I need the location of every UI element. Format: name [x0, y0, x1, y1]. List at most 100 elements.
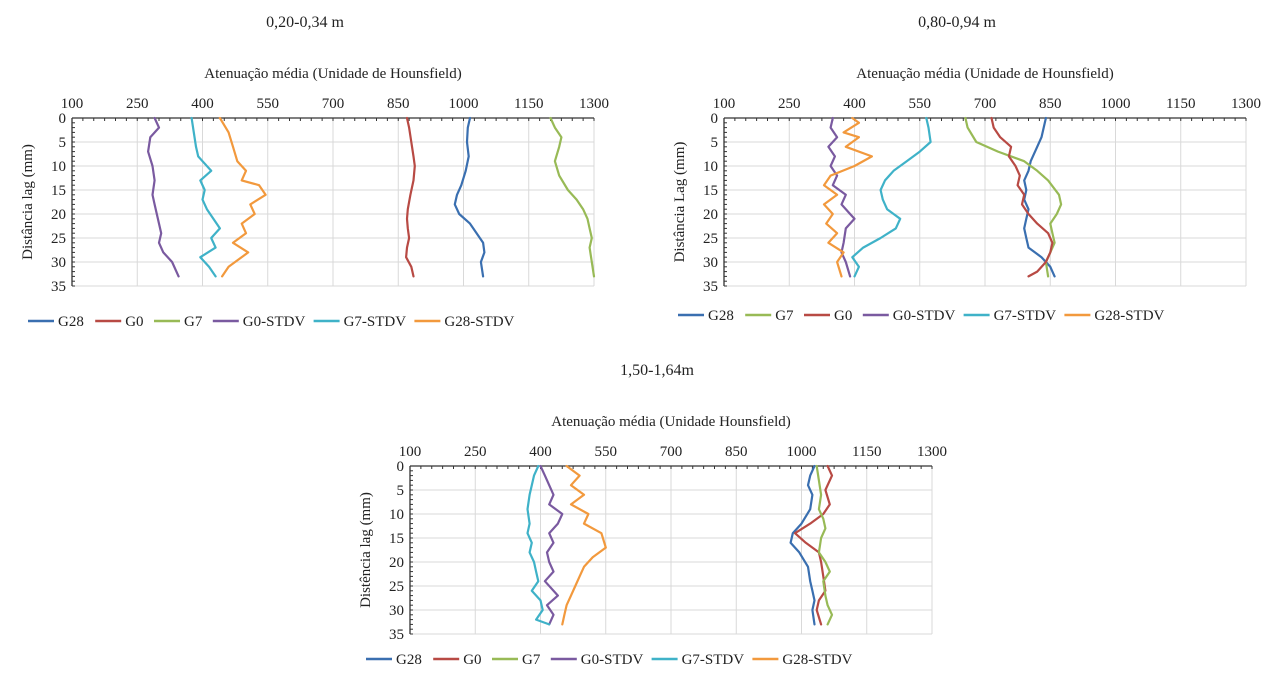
x-tick-label: 700: [974, 96, 997, 112]
legend-label-g0-stdv: G0-STDV: [581, 652, 644, 668]
x-tick-label: 850: [387, 96, 410, 112]
y-tick-label: 5: [59, 135, 67, 151]
x-tick-label: 100: [713, 96, 736, 112]
x-tick-label: 1000: [449, 96, 479, 112]
y-tick-label: 25: [703, 231, 718, 247]
y-tick-label: 30: [389, 603, 404, 619]
series-line-g7: [815, 464, 834, 626]
chart-panel-3-title: 1,50-1,64m: [620, 362, 694, 379]
x-tick-label: 400: [191, 96, 214, 112]
x-axis-title: Atenuação média (Unidade Hounsfield): [551, 414, 791, 430]
y-tick-label: 15: [703, 183, 718, 199]
series-line-g0: [990, 116, 1054, 278]
y-tick-label: 0: [59, 111, 67, 127]
legend-label-g0: G0: [125, 314, 143, 330]
legend-label-g0-stdv: G0-STDV: [243, 314, 306, 330]
y-axis-title: Distância Lag (mm): [672, 142, 688, 263]
chart-panel-1: 100 250 400 550 700 850 1000 1150 1300 0 5 10 15 20 25…: [20, 66, 609, 330]
x-tick-label: 250: [126, 96, 149, 112]
chart-panel-2-title: 0,80-0,94 m: [918, 14, 996, 31]
series-line-g7-stdv: [526, 464, 551, 626]
legend-label-g28-stdv: G28-STDV: [444, 314, 514, 330]
x-tick-label: 400: [529, 444, 552, 460]
y-tick-label: 5: [397, 483, 405, 499]
y-tick-label: 20: [389, 555, 404, 571]
x-tick-label: 400: [843, 96, 866, 112]
x-tick-label: 100: [61, 96, 84, 112]
y-tick-label: 10: [51, 159, 66, 175]
y-tick-label: 10: [389, 507, 404, 523]
x-tick-label: 250: [778, 96, 801, 112]
y-tick-label: 20: [703, 207, 718, 223]
y-tick-label: 15: [389, 531, 404, 547]
legend-label-g28: G28: [396, 652, 422, 668]
legend-label-g7-stdv: G7-STDV: [682, 652, 745, 668]
chart-panel-2: 100 250 400 550 700 850 1000 1150 1300 0 5 10 15 20 25…: [672, 66, 1261, 324]
legend-label-g28: G28: [708, 308, 734, 324]
x-tick-label: 550: [595, 444, 618, 460]
x-tick-label: 550: [257, 96, 280, 112]
y-tick-label: 35: [51, 279, 66, 295]
y-tick-label: 15: [51, 183, 66, 199]
chart-legend: G28 G0 G7 G0-STDV G7-STDV G28-STDV: [28, 314, 515, 330]
y-axis-title: Distência lag (mm): [358, 492, 374, 608]
y-tick-label: 30: [51, 255, 66, 271]
series-line-g28-stdv: [822, 116, 874, 278]
chart-legend: G28 G0 G7 G0-STDV G7-STDV G28-STDV: [366, 652, 853, 668]
y-tick-label: 25: [389, 579, 404, 595]
series-line-g7: [549, 116, 596, 278]
y-tick-label: 10: [703, 159, 718, 175]
chart-panel-1-title: 0,20-0,34 m: [266, 14, 344, 31]
y-tick-label: 25: [51, 231, 66, 247]
series-line-g0-stdv: [147, 116, 180, 278]
legend-label-g7: G7: [522, 652, 541, 668]
legend-label-g28: G28: [58, 314, 84, 330]
y-tick-label: 0: [397, 459, 405, 475]
y-tick-label: 30: [703, 255, 718, 271]
legend-label-g7: G7: [184, 314, 203, 330]
y-tick-label: 35: [703, 279, 718, 295]
x-axis-title: Atenuação média (Unidade de Hounsfield): [856, 66, 1113, 82]
legend-label-g0: G0: [834, 308, 852, 324]
legend-label-g7-stdv: G7-STDV: [994, 308, 1057, 324]
series-line-g0-stdv: [539, 464, 564, 626]
y-tick-label: 5: [711, 135, 719, 151]
series-line-g7-stdv: [851, 116, 932, 278]
x-axis-title: Atenuação média (Unidade de Hounsfield): [204, 66, 461, 82]
x-tick-label: 850: [725, 444, 748, 460]
x-tick-label: 1150: [514, 96, 543, 112]
x-tick-label: 1000: [1101, 96, 1131, 112]
series-line-g0-stdv: [827, 116, 856, 278]
series-line-g28-stdv: [561, 464, 607, 626]
x-tick-label: 1300: [579, 96, 609, 112]
legend-label-g28-stdv: G28-STDV: [1094, 308, 1164, 324]
chart-panel-3: 100 250 400 550 700 850 1000 1150 1300 0 5 10 15 20 25…: [358, 414, 947, 668]
x-tick-label: 1300: [917, 444, 947, 460]
legend-label-g0: G0: [463, 652, 481, 668]
x-tick-label: 850: [1039, 96, 1062, 112]
legend-label-g7-stdv: G7-STDV: [344, 314, 407, 330]
x-tick-label: 1150: [852, 444, 881, 460]
chart-legend: G28 G7 G0 G0-STDV G7-STDV G28-STDV: [678, 308, 1165, 324]
legend-label-g0-stdv: G0-STDV: [893, 308, 956, 324]
x-tick-label: 250: [464, 444, 487, 460]
x-tick-label: 700: [322, 96, 345, 112]
x-tick-label: 1300: [1231, 96, 1261, 112]
series-line-g28-stdv: [218, 116, 267, 278]
y-tick-label: 0: [711, 111, 719, 127]
series-line-g28: [789, 464, 816, 626]
y-axis-title: Distância lag (mm): [20, 144, 36, 260]
y-tick-label: 20: [51, 207, 66, 223]
series-line-g7-stdv: [190, 116, 221, 278]
series-line-g28: [453, 116, 486, 278]
legend-label-g7: G7: [775, 308, 794, 324]
series-line-g0: [793, 464, 834, 626]
x-tick-label: 1000: [787, 444, 817, 460]
x-tick-label: 100: [399, 444, 422, 460]
legend-label-g28-stdv: G28-STDV: [782, 652, 852, 668]
x-tick-label: 700: [660, 444, 683, 460]
x-tick-label: 1150: [1166, 96, 1195, 112]
y-tick-label: 35: [389, 627, 404, 643]
series-line-g0: [405, 116, 416, 278]
